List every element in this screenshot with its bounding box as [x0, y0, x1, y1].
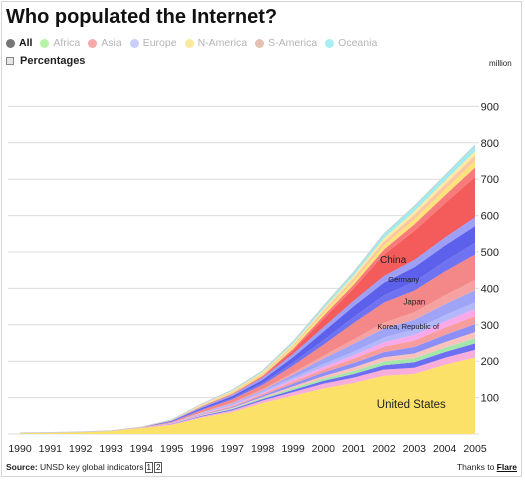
y-tick-label: 200 [481, 356, 499, 368]
filter-label: N-America [197, 37, 248, 49]
x-tick-label: 1992 [69, 443, 93, 455]
x-tick-label: 1997 [221, 443, 245, 455]
credits-note: Thanks to Flare [457, 462, 517, 472]
filter-dot-icon [129, 38, 139, 48]
filter-africa[interactable]: Africa [40, 37, 80, 49]
filter-label: Africa [53, 37, 81, 49]
x-tick-label: 2000 [312, 443, 336, 455]
y-axis-unit-label: million [489, 59, 512, 68]
y-tick-label: 300 [481, 320, 499, 332]
filter-asia[interactable]: Asia [88, 37, 122, 49]
source-ref-link-2[interactable]: 2 [153, 462, 163, 473]
percentages-toggle[interactable]: Percentages [6, 54, 85, 68]
total-outline [19, 144, 476, 434]
x-tick-label: 2003 [403, 443, 427, 455]
filter-dot-icon [6, 38, 15, 48]
series-label-korea-republic-of: Korea, Republic of [377, 322, 440, 331]
x-tick-label: 2004 [433, 443, 457, 455]
x-tick-label: 2002 [372, 443, 396, 455]
y-tick-label: 900 [481, 101, 499, 113]
percentages-checkbox-icon[interactable] [6, 57, 14, 65]
x-tick-label: 2005 [463, 443, 487, 455]
x-tick-label: 1995 [160, 443, 184, 455]
filter-label: Asia [101, 37, 122, 49]
x-tick-label: 1990 [8, 443, 32, 455]
thanks-prefix: Thanks to [456, 462, 495, 472]
filter-all[interactable]: All [6, 37, 32, 49]
series-label-japan: Japan [403, 297, 425, 306]
filter-dot-icon [255, 38, 265, 48]
y-tick-label: 400 [481, 283, 499, 295]
page-title: Who populated the Internet? [6, 6, 278, 28]
source-text: UNSD key global indicators [40, 462, 144, 472]
x-tick-label: 1993 [99, 443, 123, 455]
filter-label: All [19, 37, 33, 49]
source-ref-link-1[interactable]: 1 [144, 462, 153, 473]
x-tick-label: 1996 [190, 443, 214, 455]
filter-dot-icon [325, 38, 335, 48]
x-tick-label: 1991 [39, 443, 63, 455]
filter-n-america[interactable]: N-America [184, 37, 248, 49]
x-tick-label: 2001 [342, 443, 366, 455]
filter-dot-icon [40, 38, 50, 48]
filter-oceania[interactable]: Oceania [325, 37, 377, 49]
x-tick-label: 1994 [130, 443, 154, 455]
filter-dot-icon [88, 38, 98, 48]
x-tick-label: 1998 [251, 443, 275, 455]
source-note: Source: UNSD key global indicators 1 2 [6, 462, 163, 473]
percentages-label: Percentages [20, 55, 86, 67]
series-label-china: China [380, 255, 407, 266]
y-tick-label: 600 [481, 211, 499, 223]
series-label-germany: Germany [388, 275, 419, 284]
series-label-united-states: United States [377, 399, 446, 411]
flare-link[interactable]: Flare [496, 462, 517, 472]
y-tick-label: 500 [481, 247, 499, 259]
filter-label: Oceania [338, 37, 378, 49]
x-tick-label: 1999 [281, 443, 305, 455]
y-tick-label: 700 [481, 174, 499, 186]
filter-s-america[interactable]: S-America [255, 37, 317, 49]
filter-dot-icon [184, 38, 194, 48]
y-tick-label: 100 [481, 393, 499, 405]
filter-europe[interactable]: Europe [129, 37, 177, 49]
region-filter-bar: All Africa Asia Europe N-America S-America Oce… [6, 36, 385, 50]
filter-label: S-America [268, 37, 318, 49]
source-prefix: Source: [6, 462, 38, 472]
area-united-states [20, 357, 475, 434]
y-tick-label: 800 [481, 138, 499, 150]
filter-label: Europe [142, 37, 177, 49]
